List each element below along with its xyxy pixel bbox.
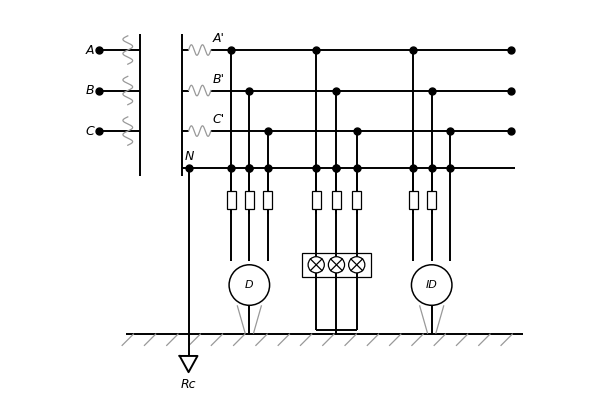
Text: B: B [86, 84, 94, 97]
Bar [312, 191, 320, 209]
Text: ID: ID [426, 280, 437, 290]
Bar [263, 191, 272, 209]
Circle shape [229, 265, 269, 305]
Text: C': C' [213, 113, 225, 126]
Bar [245, 191, 254, 209]
Circle shape [308, 257, 325, 273]
Text: A: A [86, 44, 94, 57]
Bar [352, 191, 361, 209]
Text: C: C [85, 124, 94, 137]
Circle shape [328, 257, 344, 273]
Bar [427, 191, 436, 209]
Text: Rc: Rc [181, 378, 196, 391]
Text: A': A' [213, 32, 225, 45]
Bar [409, 191, 418, 209]
Text: N: N [185, 151, 194, 164]
Bar [227, 191, 236, 209]
Bar [302, 253, 371, 277]
Text: B': B' [213, 73, 225, 86]
Circle shape [349, 257, 365, 273]
Text: D: D [245, 280, 254, 290]
Circle shape [412, 265, 452, 305]
Bar [332, 191, 341, 209]
